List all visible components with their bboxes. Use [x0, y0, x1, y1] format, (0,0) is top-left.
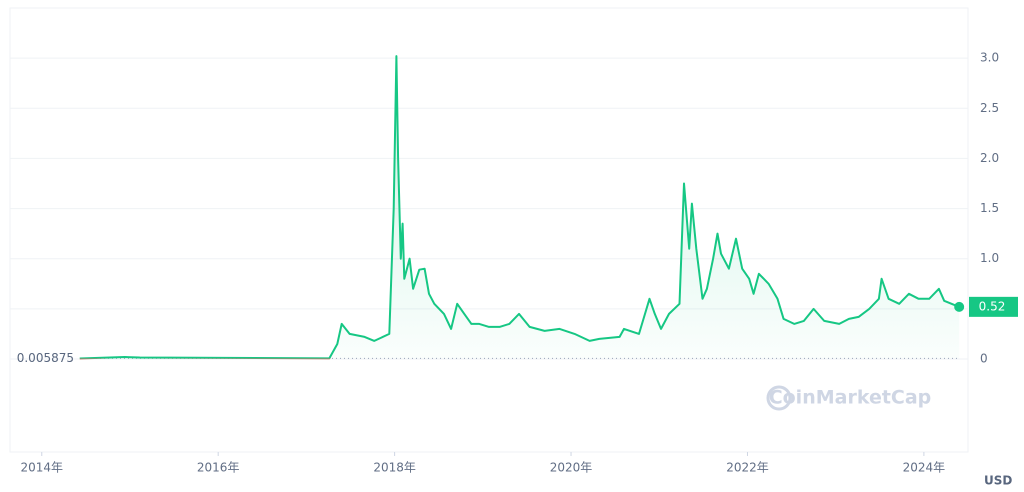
y-tick-label: 1.5 — [980, 201, 999, 215]
x-tick-label: 2018年 — [373, 461, 416, 475]
current-price-box — [969, 296, 1018, 317]
x-tick-label: 2022年 — [726, 461, 769, 475]
y-tick-label: 2.5 — [980, 101, 999, 115]
watermark-logo — [766, 385, 792, 411]
plot-frame — [9, 7, 969, 453]
y-tick-label: 2.0 — [980, 151, 999, 165]
y-tick-label: 1.0 — [980, 251, 999, 265]
reference-label: 0.005875 — [17, 351, 74, 365]
y-tick-label: 0 — [980, 352, 988, 366]
x-tick-label: 2020年 — [550, 461, 593, 475]
x-tick-label: 2016年 — [197, 461, 240, 475]
y-tick-label: 3.0 — [980, 51, 999, 65]
price-area — [79, 56, 960, 359]
x-tick-label: 2014年 — [20, 461, 63, 475]
x-tick-label: 2024年 — [903, 461, 946, 475]
currency-label: USD — [984, 474, 1012, 488]
current-point — [954, 301, 965, 312]
price-line — [79, 55, 960, 360]
current-price-label: 0.52 — [979, 299, 1006, 313]
watermark: CoinMarketCap — [769, 387, 932, 409]
